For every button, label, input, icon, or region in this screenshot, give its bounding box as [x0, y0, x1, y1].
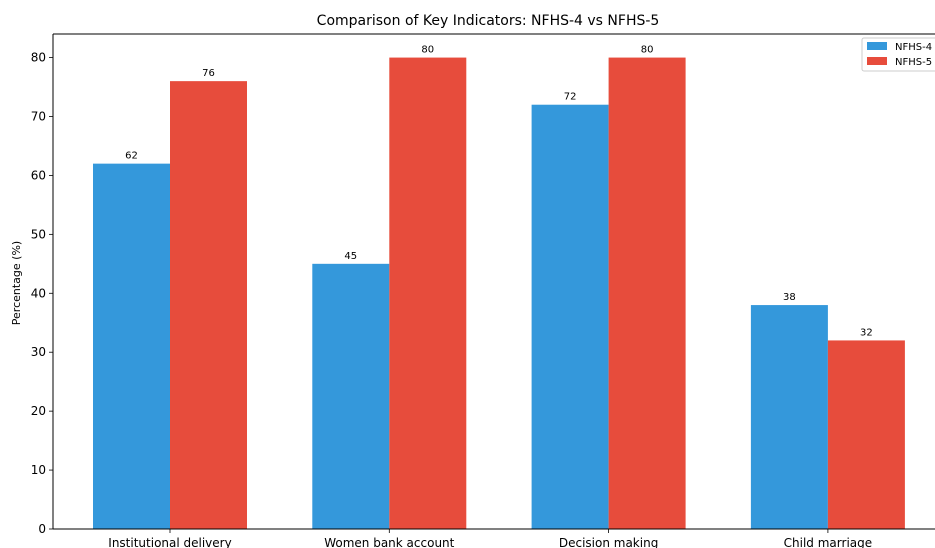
bar-nfhs-5: [170, 81, 247, 530]
y-tick-label: 20: [31, 404, 46, 418]
y-tick-label: 0: [38, 522, 46, 536]
legend-label: NFHS-4: [895, 42, 932, 53]
bar-nfhs-5: [827, 340, 905, 529]
x-category-label: Institutional delivery: [108, 536, 231, 548]
plot-area: 0 10 20 30 40 50 60 70 80 62 76 Institutional deliv…: [31, 33, 935, 548]
bar-nfhs-4: [750, 305, 828, 529]
bar-nfhs-4: [312, 263, 390, 529]
legend-swatch-nfhs-4: [867, 42, 887, 50]
y-axis-label: Percentage (%): [10, 241, 23, 325]
y-tick-label: 30: [31, 345, 46, 359]
legend-label: NFHS-5: [895, 57, 932, 68]
bar-value-label: 80: [641, 45, 654, 56]
x-category-label: Women bank account: [324, 536, 454, 548]
bar-value-label: 32: [860, 327, 873, 338]
y-tick-label: 40: [31, 286, 46, 300]
bar-value-label: 38: [783, 292, 796, 303]
bar-value-label: 45: [344, 251, 357, 262]
x-category-label: Child marriage: [784, 536, 872, 548]
legend: NFHS-4 NFHS-5: [861, 37, 935, 72]
y-tick-label: 80: [31, 51, 46, 65]
bar-value-label: 76: [202, 68, 215, 79]
legend-swatch-nfhs-5: [867, 57, 887, 65]
x-category-label: Decision making: [559, 536, 658, 548]
bar-nfhs-4: [93, 163, 170, 529]
y-tick-label: 60: [31, 168, 46, 182]
bar-value-label: 80: [421, 45, 434, 56]
y-tick-label: 50: [31, 227, 46, 241]
chart-title: Comparison of Key Indicators: NFHS-4 vs …: [317, 13, 660, 29]
bar-nfhs-5: [608, 57, 686, 529]
y-tick-label: 10: [31, 463, 46, 477]
bar-nfhs-4: [531, 104, 609, 529]
bar-value-label: 62: [125, 151, 138, 162]
y-tick-label: 70: [31, 110, 46, 124]
bar-value-label: 72: [564, 92, 577, 103]
bar-nfhs-5: [389, 57, 467, 529]
